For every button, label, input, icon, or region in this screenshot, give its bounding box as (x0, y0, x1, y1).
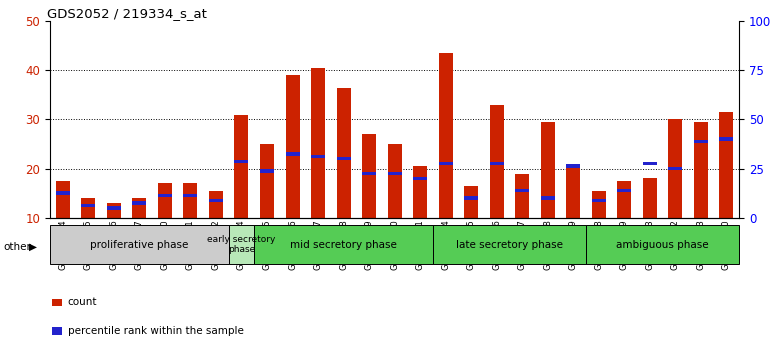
Bar (107, 206, 121, 210)
Bar (50, 225, 229, 264)
Bar (566, 166, 581, 218)
Text: late secretory phase: late secretory phase (456, 240, 563, 250)
Bar (209, 191, 223, 218)
Bar (668, 119, 682, 218)
Bar (183, 194, 197, 197)
Bar (286, 75, 300, 218)
Bar (643, 162, 657, 165)
Bar (229, 225, 254, 264)
Text: count: count (68, 297, 97, 307)
Bar (158, 194, 172, 197)
Bar (311, 155, 325, 158)
Bar (515, 189, 529, 193)
Bar (336, 157, 350, 160)
Bar (439, 53, 453, 218)
Bar (592, 191, 606, 218)
Bar (260, 169, 274, 173)
Bar (413, 177, 427, 180)
Bar (311, 68, 325, 218)
Bar (254, 225, 433, 264)
Bar (286, 152, 300, 155)
Bar (362, 172, 376, 175)
Bar (55, 192, 70, 195)
Bar (694, 140, 708, 143)
Bar (234, 115, 249, 218)
Bar (433, 225, 586, 264)
Bar (541, 196, 555, 200)
Text: ▶: ▶ (29, 242, 37, 252)
Bar (694, 122, 708, 218)
Bar (439, 162, 453, 165)
Bar (643, 178, 657, 218)
Bar (413, 166, 427, 218)
Text: mid secretory phase: mid secretory phase (290, 240, 397, 250)
Bar (586, 225, 739, 264)
Bar (387, 172, 402, 175)
Bar (183, 183, 197, 218)
Bar (234, 160, 249, 163)
Bar (515, 173, 529, 218)
Bar (387, 144, 402, 218)
Bar (132, 198, 146, 218)
Bar (592, 199, 606, 202)
Bar (490, 162, 504, 165)
Bar (618, 181, 631, 218)
Bar (132, 201, 146, 205)
Text: other: other (4, 242, 32, 252)
Text: percentile rank within the sample: percentile rank within the sample (68, 326, 243, 336)
Bar (566, 164, 581, 168)
Bar (668, 167, 682, 170)
Text: GDS2052 / 219334_s_at: GDS2052 / 219334_s_at (47, 7, 206, 20)
Bar (618, 189, 631, 193)
Bar (82, 198, 95, 218)
Text: proliferative phase: proliferative phase (90, 240, 189, 250)
Bar (719, 112, 734, 218)
Bar (490, 105, 504, 218)
Bar (55, 181, 70, 218)
Bar (82, 204, 95, 207)
Bar (336, 87, 350, 218)
Bar (464, 186, 478, 218)
Bar (209, 199, 223, 202)
Bar (464, 196, 478, 200)
Text: ambiguous phase: ambiguous phase (616, 240, 709, 250)
Bar (362, 134, 376, 218)
Bar (107, 203, 121, 218)
Bar (158, 183, 172, 218)
Bar (719, 137, 734, 141)
Bar (260, 144, 274, 218)
Bar (541, 122, 555, 218)
Text: early secretory
phase: early secretory phase (207, 235, 276, 254)
